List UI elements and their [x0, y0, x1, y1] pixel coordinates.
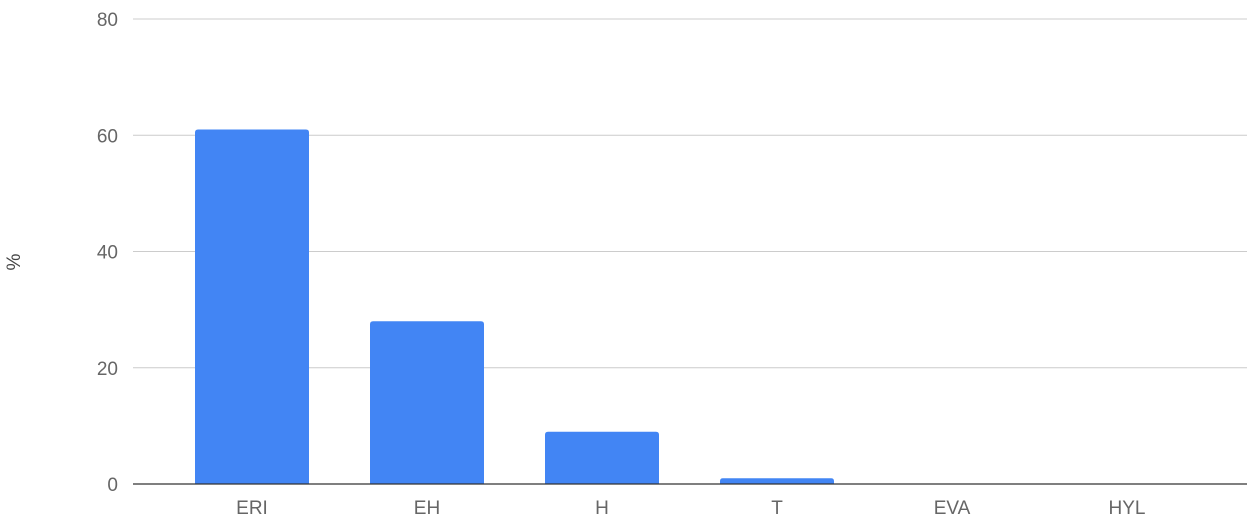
gridlines	[133, 18, 1247, 369]
y-tick-labels: 0 20 40 60 80	[97, 10, 118, 496]
y-axis-title: %	[4, 253, 25, 270]
y-tick-label: 20	[97, 359, 118, 380]
y-tick-label: 40	[97, 243, 118, 264]
bar-eri	[195, 129, 309, 484]
x-tick-label: H	[595, 498, 609, 519]
y-tick-label: 0	[107, 475, 118, 496]
bar-t	[720, 478, 834, 484]
x-tick-label: HYL	[1109, 498, 1146, 519]
y-tick-label: 60	[97, 126, 118, 147]
bar-h	[545, 431, 659, 484]
x-tick-label: ERI	[236, 498, 268, 519]
x-tick-labels: ERI EH H T EVA HYL	[236, 498, 1145, 519]
x-tick-label: T	[771, 498, 783, 519]
x-tick-label: EH	[414, 498, 440, 519]
x-tick-label: EVA	[934, 498, 971, 519]
bars	[195, 129, 834, 484]
y-tick-label: 80	[97, 10, 118, 31]
bar-eh	[370, 321, 484, 484]
